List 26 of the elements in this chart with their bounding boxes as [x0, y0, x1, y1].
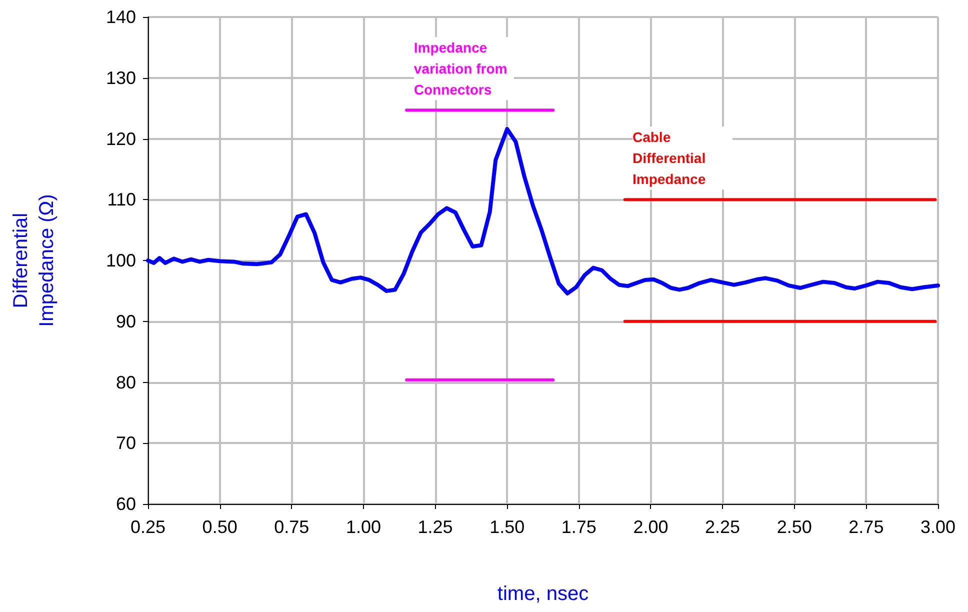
x-axis-title: time, nsec: [497, 583, 589, 605]
y-tick-label: 130: [106, 68, 136, 88]
annotation: Cable Differential Impedance: [632, 129, 710, 188]
x-tick-label: 2.75: [848, 517, 884, 537]
x-tick-label: 2.50: [776, 517, 812, 537]
x-tick-label: 1.50: [490, 517, 525, 537]
y-tick-label: 120: [106, 128, 136, 149]
annotation: Impedance variation from Connectors: [414, 40, 512, 98]
x-tick-label: 1.25: [418, 517, 453, 537]
x-tick-label: 0.50: [202, 517, 238, 537]
x-tick-label: 2.00: [633, 517, 668, 537]
line-series: [146, 127, 940, 296]
y-axis-title: Differential Impedance (Ω): [10, 194, 58, 327]
y-tick-label: 60: [116, 494, 136, 514]
x-tick-label: 3.00: [920, 517, 956, 537]
y-tick-label: 110: [107, 190, 136, 210]
x-tick-label: 1.00: [346, 517, 381, 537]
y-tick-label: 90: [116, 311, 136, 332]
x-tick-label: 0.75: [274, 517, 310, 537]
x-tick-label: 1.75: [561, 517, 596, 537]
y-tick-label: 70: [116, 433, 136, 454]
y-tick-label: 100: [106, 250, 136, 270]
y-tick-label: 80: [116, 372, 136, 392]
x-tick-label: 0.25: [130, 517, 166, 537]
x-tick-label: 2.25: [705, 517, 740, 537]
y-tick-label: 140: [106, 7, 136, 27]
